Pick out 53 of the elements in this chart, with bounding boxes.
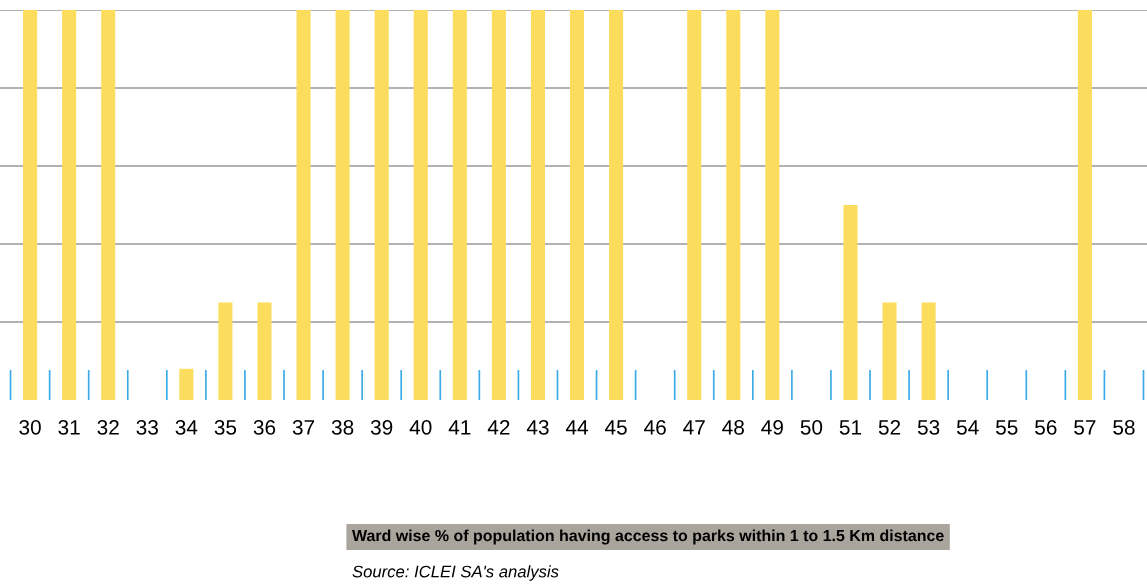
bar [921, 302, 936, 400]
x-tick-label: 36 [253, 419, 276, 435]
bar [296, 10, 311, 400]
bar [179, 368, 194, 400]
x-tick-label: 49 [761, 419, 783, 435]
bar [23, 10, 38, 400]
bar [687, 10, 702, 400]
x-tick-label: 57 [1074, 420, 1096, 435]
x-tick-label: 47 [683, 420, 705, 435]
bar [335, 10, 350, 400]
bar [413, 10, 428, 400]
bar [491, 10, 506, 400]
x-tick-label: 48 [722, 419, 744, 435]
source-note: Source: ICLEI SA's analysis [352, 565, 559, 581]
bar [843, 205, 858, 400]
x-tick-label: 44 [565, 420, 588, 435]
bar [609, 10, 624, 400]
bar [257, 302, 272, 400]
bar [882, 302, 897, 400]
x-tick-label: 40 [409, 419, 432, 435]
bar [726, 10, 741, 400]
bar [765, 10, 780, 400]
bar [374, 10, 389, 400]
x-tick-label: 46 [644, 419, 666, 435]
x-tick-label: 58 [1113, 419, 1135, 435]
x-tick-label: 56 [1035, 419, 1057, 435]
text: Ward wise % of population having access to parks within 1 to 1.5 Km distance [352, 529, 944, 545]
bar [569, 10, 585, 400]
bar [101, 10, 116, 400]
x-tick-label: 31 [58, 419, 80, 435]
bar [452, 10, 467, 400]
x-tick-label: 30 [19, 419, 41, 435]
x-tick-label: 51 [839, 420, 862, 435]
x-tick-label: 43 [526, 419, 549, 435]
x-tick-label: 41 [448, 420, 471, 435]
bar [62, 10, 77, 400]
x-tick-label: 38 [331, 419, 354, 435]
x-tick-label: 52 [878, 419, 901, 435]
x-tick-label: 45 [604, 420, 627, 435]
x-tick-label: 50 [800, 419, 823, 435]
x-tick-label: 39 [370, 419, 393, 435]
x-tick-label: 37 [292, 419, 315, 435]
x-tick-label: 55 [996, 420, 1018, 435]
x-tick-label: 54 [956, 420, 979, 435]
bar [530, 10, 545, 400]
x-tick-label: 33 [136, 419, 158, 435]
x-tick-label: 35 [214, 419, 237, 435]
x-tick-label: 53 [917, 419, 940, 435]
x-tick-label: 34 [175, 419, 198, 435]
bar [1077, 10, 1092, 400]
bar [218, 302, 233, 400]
x-tick-label: 42 [487, 419, 510, 435]
x-tick-label: 32 [97, 419, 119, 435]
